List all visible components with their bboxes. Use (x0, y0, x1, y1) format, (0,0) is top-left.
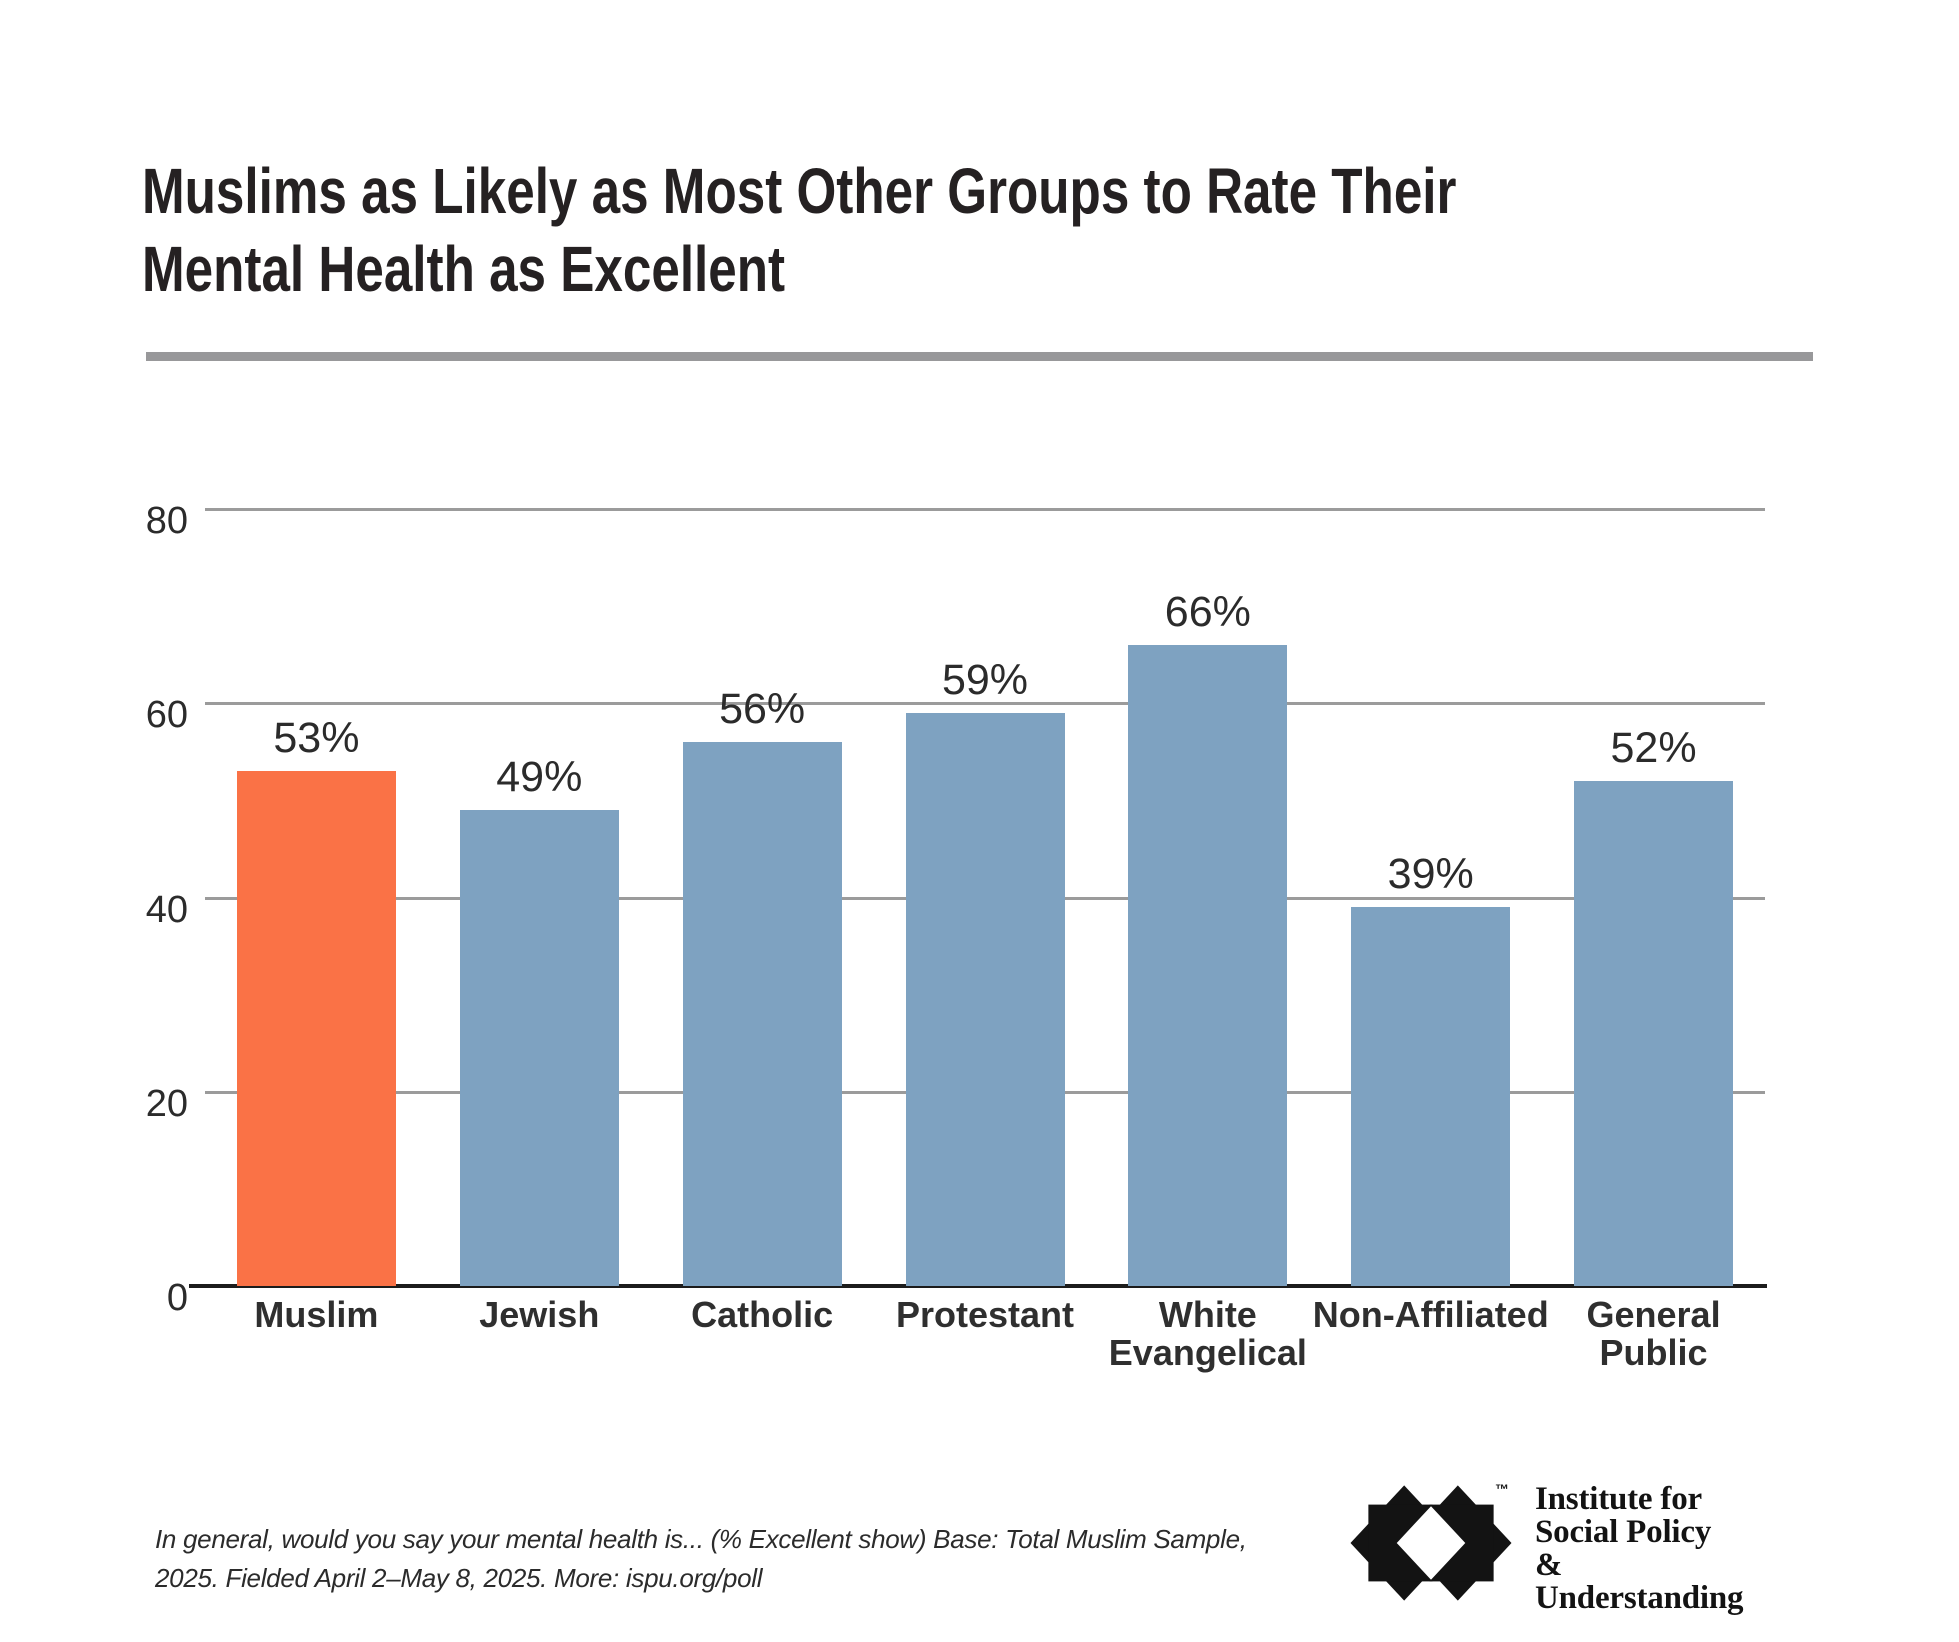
x-category-label-white-evangelical: White Evangelical (1108, 1294, 1307, 1373)
x-category-label-non-affiliated: Non-Affiliated (1312, 1294, 1549, 1335)
x-category-label-protestant: Protestant (895, 1294, 1075, 1335)
bar-jewish (459, 810, 619, 1286)
bar-value-label-muslim: 53% (273, 714, 360, 763)
bar-general-public (1574, 780, 1734, 1286)
y-tick-label-80: 80 (145, 500, 188, 542)
gridline-60 (205, 702, 1765, 706)
x-axis-baseline (189, 1284, 1767, 1288)
bar-non-affiliated (1351, 907, 1511, 1286)
x-category-label-jewish: Jewish (479, 1294, 600, 1335)
y-tick-label-20: 20 (145, 1082, 188, 1125)
bar-value-label-non-affiliated: 39% (1387, 850, 1474, 899)
x-category-label-muslim: Muslim (254, 1294, 379, 1335)
y-tick-label-40: 40 (145, 888, 188, 931)
x-category-label-general-public: General Public (1586, 1294, 1721, 1373)
y-tick-label-0: 0 (166, 1277, 188, 1319)
bar-catholic (682, 742, 842, 1286)
x-category-label-catholic: Catholic (691, 1294, 834, 1335)
bar-value-label-general-public: 52% (1610, 723, 1697, 772)
bar-white-evangelical (1128, 644, 1288, 1286)
x-axis: Muslim Jewish Catholic Protestant White Evan… (205, 1296, 1765, 1416)
trademark-symbol: ™ (1495, 1481, 1509, 1497)
footnote: In general, would you say your mental he… (155, 1524, 1247, 1593)
bar-muslim (236, 771, 396, 1286)
title-divider (146, 352, 1813, 361)
chart-title: Muslims as Likely as Most Other Groups t… (142, 155, 1457, 305)
bar-value-label-catholic: 56% (719, 685, 806, 734)
bar-value-label-white-evangelical: 66% (1164, 587, 1251, 636)
bar-value-label-protestant: 59% (941, 655, 1029, 704)
y-tick-label-60: 60 (145, 694, 188, 737)
plot-area: 53% 49% 56% 59% 66% 39% 52% (189, 508, 1767, 1288)
bar-protestant (905, 712, 1065, 1286)
bar-value-label-jewish: 49% (496, 753, 583, 802)
logo-text: Institute for Social Policy & Understand… (1535, 1481, 1744, 1616)
y-axis: 80 60 40 20 0 (40, 500, 188, 1329)
gridline-80 (205, 508, 1765, 511)
ispu-logo-icon (1350, 1485, 1512, 1601)
